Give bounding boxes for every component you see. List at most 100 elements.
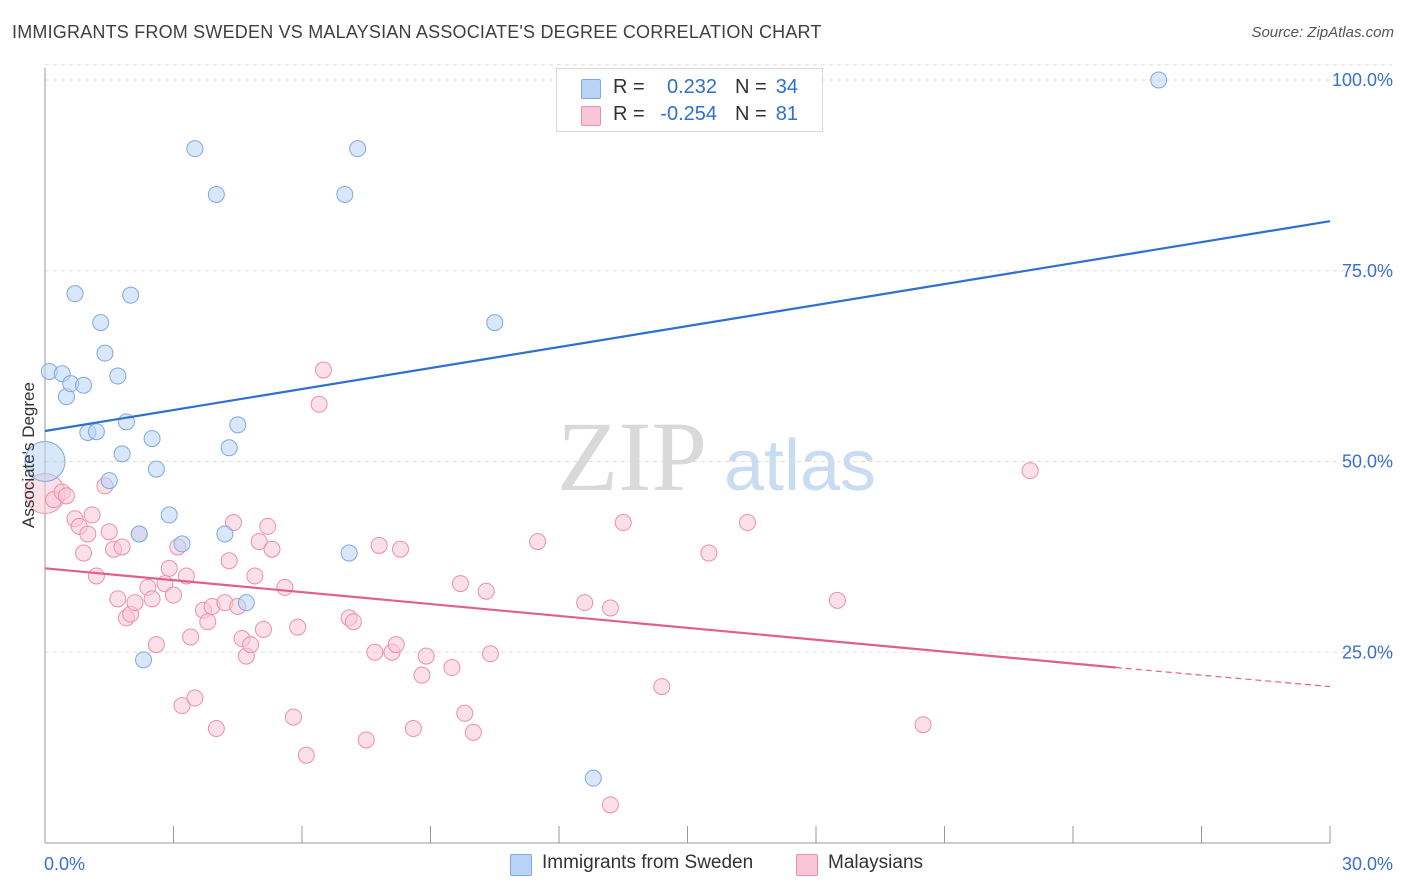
sweden-point <box>1150 71 1168 89</box>
malaysian-point <box>481 645 499 663</box>
legend-n-label: N = <box>735 76 767 98</box>
malaysian-point <box>289 618 307 636</box>
malaysian-point <box>392 540 410 558</box>
y-tick-label: 75.0% <box>1342 261 1393 281</box>
legend-swatch-malaysians <box>796 854 818 876</box>
malaysian-point <box>263 540 281 558</box>
malaysian-point <box>100 523 118 541</box>
malaysian-point <box>186 689 204 707</box>
malaysian-point <box>199 613 217 631</box>
malaysian-point <box>276 578 294 596</box>
y-tick-label: 25.0% <box>1342 642 1393 662</box>
malaysian-point <box>259 517 277 535</box>
malaysian-point <box>700 544 718 562</box>
malaysian-point <box>404 720 422 738</box>
sweden-point <box>92 314 110 332</box>
malaysian-point <box>207 720 225 738</box>
legend-row-malaysians: R = -0.254 N = 81 <box>557 101 822 129</box>
sweden-point <box>87 423 105 441</box>
y-tick-label: 50.0% <box>1342 452 1393 472</box>
malaysian-point <box>242 636 260 654</box>
legend-r-label: R = <box>613 103 645 125</box>
sweden-point <box>207 185 225 203</box>
sweden-point <box>349 140 367 158</box>
legend-label-sweden: Immigrants from Sweden <box>542 852 754 873</box>
malaysian-trendline <box>44 567 1116 669</box>
sweden-point <box>135 651 153 669</box>
malaysian-point <box>220 552 238 570</box>
legend-swatch-sweden <box>510 854 532 876</box>
malaysian-trendline-extension <box>1115 666 1331 688</box>
sweden-point <box>237 594 255 612</box>
x-tick-label-max: 30.0% <box>1342 854 1393 874</box>
watermark-atlas: atlas <box>724 426 876 506</box>
legend-swatch-malaysians <box>581 106 601 126</box>
malaysian-point <box>601 796 619 814</box>
malaysian-point <box>653 678 671 696</box>
legend-label-malaysians: Malaysians <box>828 852 924 873</box>
malaysian-point <box>738 514 756 532</box>
malaysian-point <box>182 628 200 646</box>
malaysian-point <box>357 731 375 749</box>
grid-layer: 25.0% 50.0% 75.0% 100.0% <box>45 64 1393 662</box>
sweden-point <box>113 445 131 463</box>
sweden-point <box>336 185 354 203</box>
malaysian-point <box>79 525 97 543</box>
malaysian-point <box>224 514 242 532</box>
malaysian-point <box>126 594 144 612</box>
sweden-point <box>173 535 191 553</box>
y-axis-label: Associate's Degree <box>19 382 38 528</box>
malaysian-point <box>284 708 302 726</box>
malaysian-point <box>310 395 328 413</box>
sweden-point <box>100 472 118 490</box>
sweden-point <box>143 430 161 448</box>
malaysian-point <box>576 594 594 612</box>
sweden-point <box>75 376 93 394</box>
watermark: ZIP atlas <box>557 401 876 512</box>
sweden-point <box>186 140 204 158</box>
malaysian-point <box>464 723 482 741</box>
malaysian-point <box>366 643 384 661</box>
legend-r-value: -0.254 <box>660 103 717 125</box>
sweden-point <box>147 460 165 478</box>
trend-layer <box>44 220 1331 688</box>
malaysian-point <box>477 582 495 600</box>
sweden-point <box>109 367 127 385</box>
malaysian-point <box>413 666 431 684</box>
axis-layer: 0.0% 30.0% <box>44 68 1393 874</box>
malaysian-point <box>109 590 127 608</box>
sweden-point <box>340 544 358 562</box>
malaysian-point <box>87 567 105 585</box>
malaysian-point <box>529 533 547 551</box>
sweden-point <box>584 769 602 787</box>
legend-n-value: 34 <box>775 76 798 98</box>
malaysian-point <box>160 559 178 577</box>
malaysian-point <box>173 697 191 715</box>
sweden-trendline <box>44 220 1331 433</box>
source-credit: Source: ZipAtlas.com <box>1251 24 1394 41</box>
malaysian-point <box>344 613 362 631</box>
legend-swatch-sweden <box>581 79 601 99</box>
sweden-point <box>160 506 178 524</box>
malaysian-point <box>113 538 131 556</box>
malaysian-point <box>601 599 619 617</box>
malaysian-point <box>57 487 75 505</box>
malaysian-point <box>83 506 101 524</box>
legend-n-value: 81 <box>775 103 798 125</box>
malaysian-point <box>443 659 461 677</box>
malaysian-point <box>246 567 264 585</box>
malaysian-point <box>914 716 932 734</box>
chart-title: IMMIGRANTS FROM SWEDEN VS MALAYSIAN ASSO… <box>12 22 822 42</box>
y-tick-label: 100.0% <box>1332 70 1393 90</box>
malaysian-point <box>828 591 846 609</box>
legend-r-label: R = <box>613 76 645 98</box>
sweden-point <box>122 286 140 304</box>
malaysian-point <box>370 536 388 554</box>
malaysian-point <box>254 620 272 638</box>
legend-n-label: N = <box>735 103 767 125</box>
malaysian-point <box>165 586 182 604</box>
malaysian-point <box>456 704 474 722</box>
legend-row-sweden: R = 0.232 N = 34 <box>557 74 822 102</box>
sweden-point <box>96 344 114 362</box>
